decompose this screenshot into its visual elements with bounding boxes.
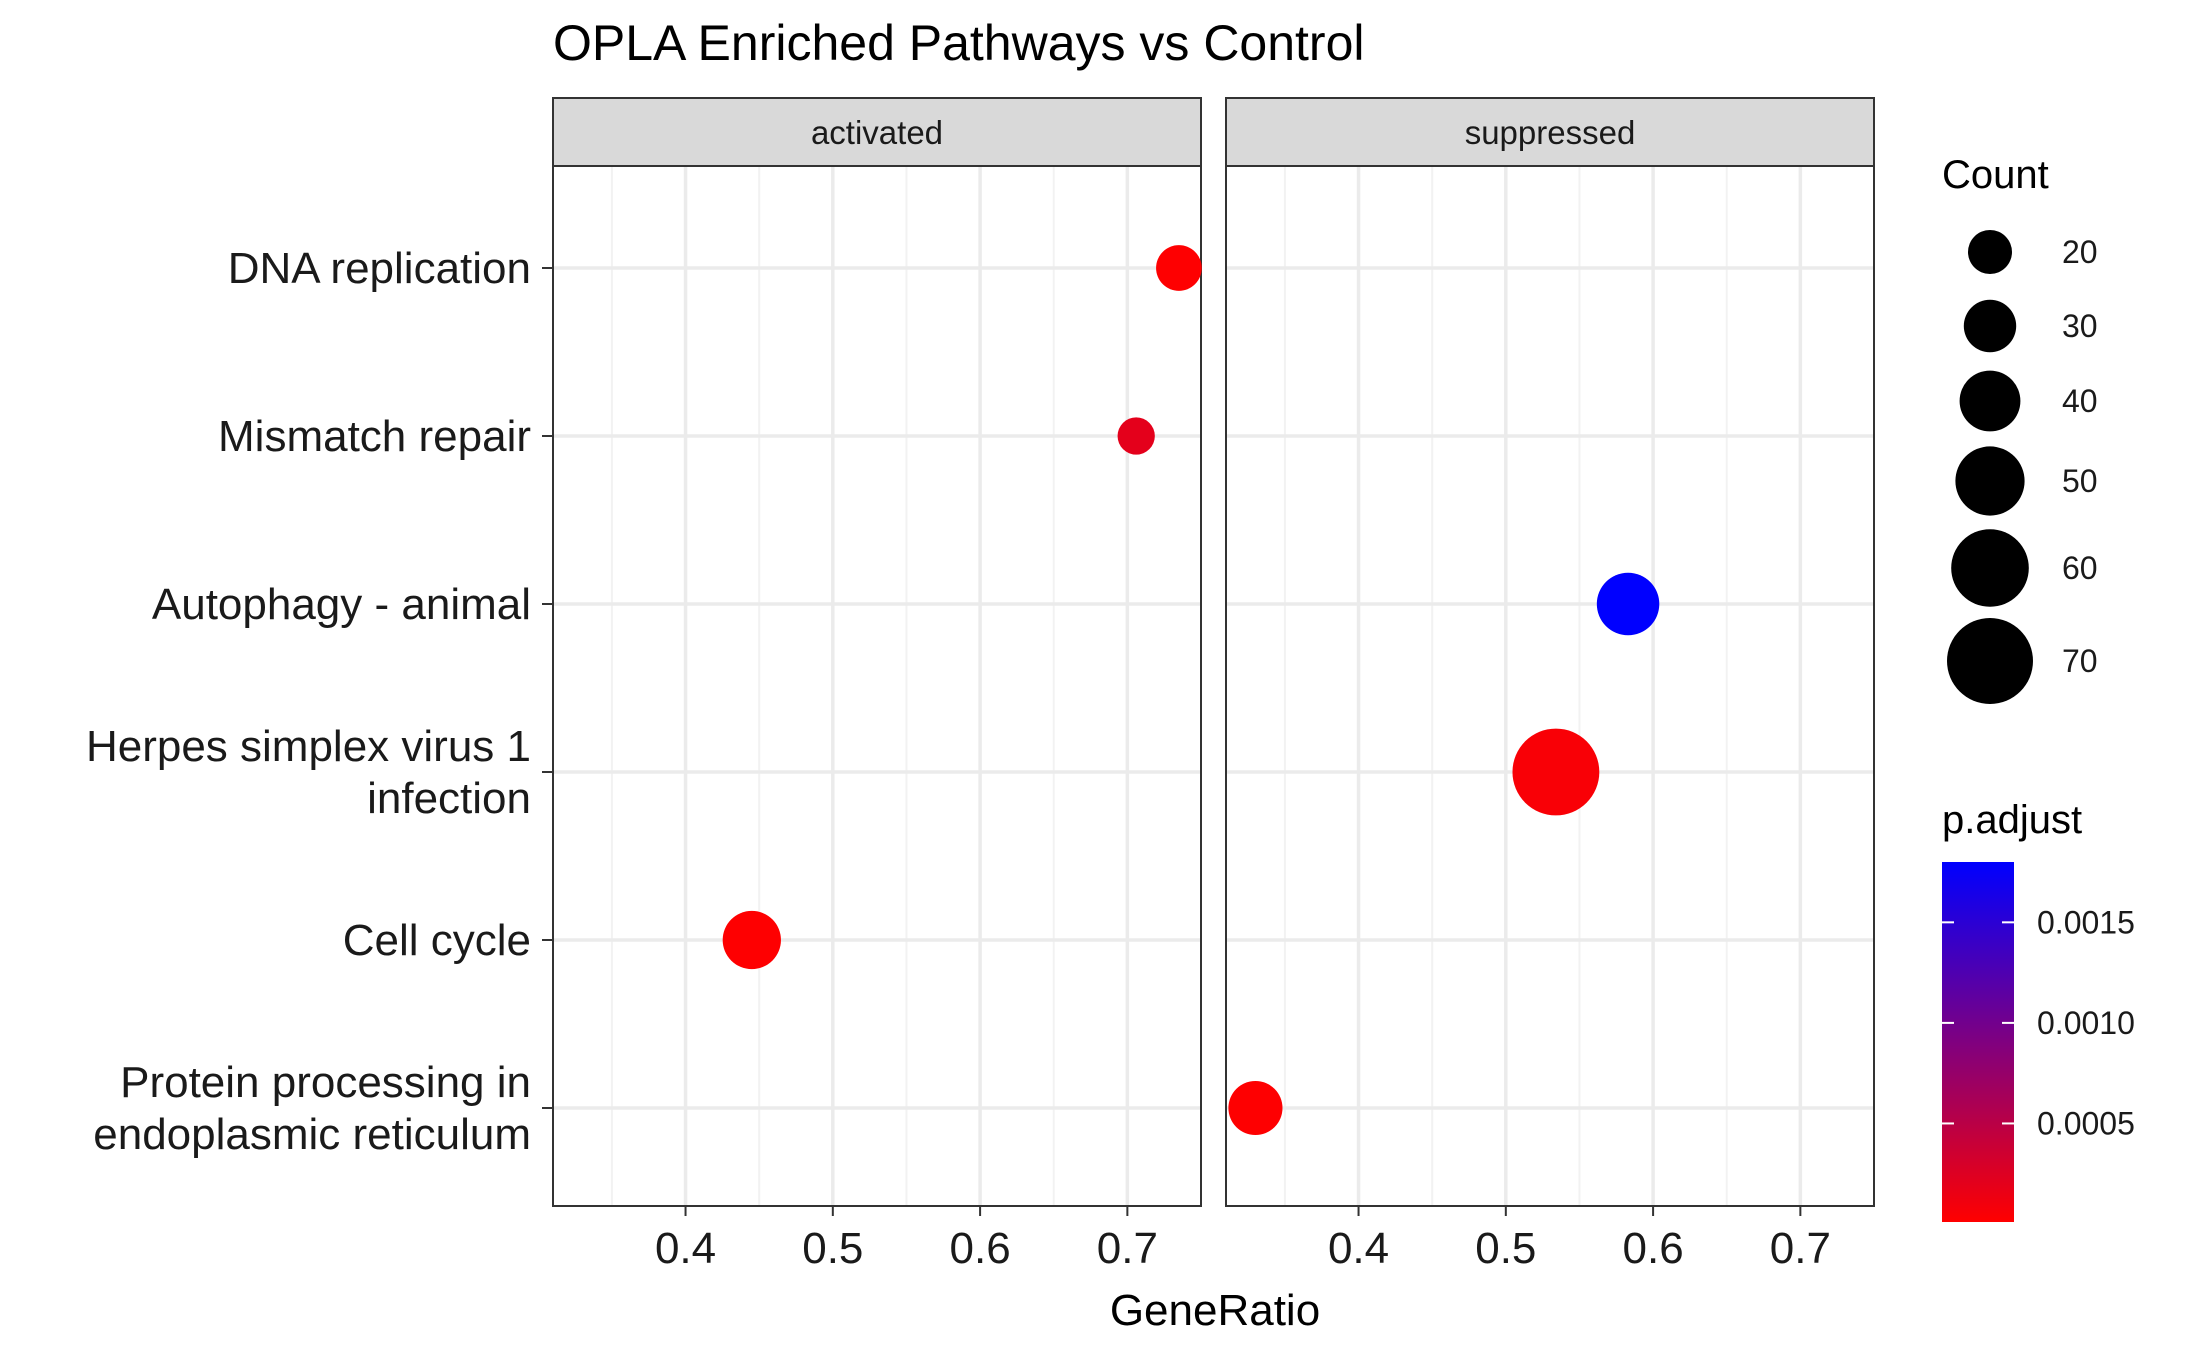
y-tick-label: Cell cycle xyxy=(343,916,531,965)
size-legend-key xyxy=(1963,299,2017,353)
y-tick-label: Herpes simplex virus 1 infection xyxy=(86,722,531,823)
x-tick-label: 0.6 xyxy=(950,1224,1011,1273)
y-tick-label: Mismatch repair xyxy=(218,412,531,461)
x-tick-label: 0.7 xyxy=(1097,1224,1158,1273)
x-axis-label: GeneRatio xyxy=(1110,1286,1320,1335)
chart-title: OPLA Enriched Pathways vs Control xyxy=(553,15,1365,71)
data-point xyxy=(1117,417,1155,455)
panel-background xyxy=(1226,166,1874,1206)
size-legend-label: 60 xyxy=(2062,550,2098,586)
size-legend-key xyxy=(1947,618,2033,704)
data-point xyxy=(722,910,781,970)
size-legend-key xyxy=(1955,446,2025,516)
data-point xyxy=(1156,245,1202,291)
y-tick-label: Protein processing in endoplasmic reticul… xyxy=(93,1058,531,1159)
panel-background xyxy=(553,166,1201,1206)
colorbar xyxy=(1942,862,2014,1222)
data-point xyxy=(1596,572,1660,636)
facet-strip xyxy=(552,97,1202,167)
facet-strip-label: suppressed xyxy=(1465,114,1636,151)
size-legend-title: Count xyxy=(1942,153,2049,197)
size-legend-key xyxy=(1959,370,2021,432)
x-tick-label: 0.4 xyxy=(1328,1224,1389,1273)
facet-strip xyxy=(1225,97,1875,167)
x-tick-label: 0.7 xyxy=(1770,1224,1831,1273)
data-point xyxy=(1228,1080,1283,1136)
size-legend-label: 20 xyxy=(2062,234,2098,270)
size-legend: Count 20 30 40 50 60 70 xyxy=(1942,153,2098,704)
facet-strip-label: activated xyxy=(811,114,943,151)
size-legend-key xyxy=(1968,230,2012,274)
size-legend-label: 50 xyxy=(2062,463,2098,499)
x-tick-label: 0.5 xyxy=(802,1224,863,1273)
panel-border xyxy=(1225,165,1875,1207)
color-legend: p.adjust 0.0005 0.0010 0.0015 xyxy=(1942,798,2135,1222)
x-tick-label: 0.6 xyxy=(1623,1224,1684,1273)
colorbar-tick-label: 0.0015 xyxy=(2037,904,2135,940)
x-tick-label: 0.4 xyxy=(655,1224,716,1273)
panel-border xyxy=(552,165,1202,1207)
y-tick-label: Autophagy - animal xyxy=(152,580,531,629)
color-legend-title: p.adjust xyxy=(1942,798,2082,842)
x-tick-label: 0.5 xyxy=(1475,1224,1536,1273)
size-legend-key xyxy=(1951,529,2029,607)
y-axis: DNA replication Mismatch repair Autophagy … xyxy=(86,244,553,1159)
y-tick-label: DNA replication xyxy=(228,244,531,293)
colorbar-tick-label: 0.0010 xyxy=(2037,1005,2135,1041)
facet-panel-activated: activated 0.4 0.5 0.6 0.7 xyxy=(552,97,1202,1273)
size-legend-label: 70 xyxy=(2062,643,2098,679)
data-point xyxy=(1512,728,1600,816)
size-legend-label: 40 xyxy=(2062,383,2098,419)
facet-panels: activated 0.4 0.5 0.6 0.7 suppressed 0.4 0.5 0.6… xyxy=(552,97,1875,1273)
colorbar-tick-label: 0.0005 xyxy=(2037,1105,2135,1141)
size-legend-label: 30 xyxy=(2062,308,2098,344)
facet-panel-suppressed: suppressed 0.4 0.5 0.6 0.7 xyxy=(1225,97,1875,1273)
